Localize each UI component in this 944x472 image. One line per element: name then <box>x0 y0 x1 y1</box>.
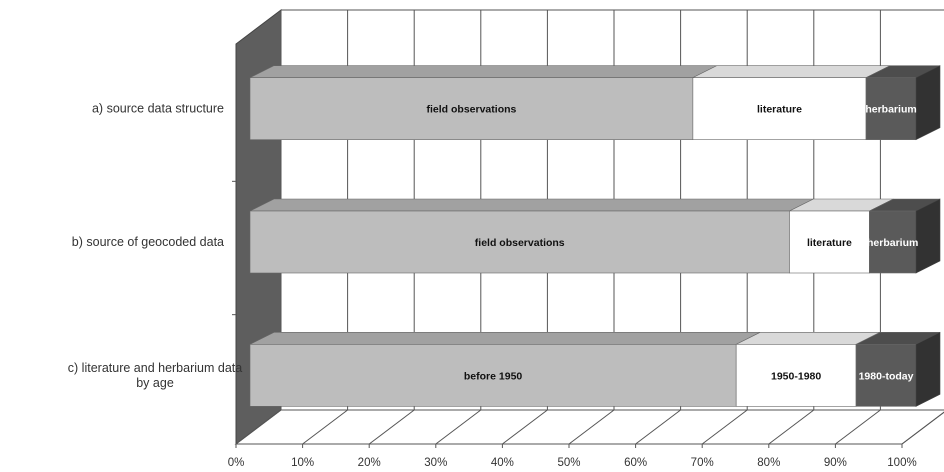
floor-gridline <box>435 409 482 445</box>
category-label: b) source of geocoded data <box>72 235 224 249</box>
bar-segment-top <box>692 65 891 78</box>
floor-gridline <box>635 409 681 445</box>
floor-gridline <box>568 409 615 445</box>
x-tick-label: 50% <box>557 457 580 469</box>
bar-segment-top <box>736 332 881 345</box>
bar-segment-label: literature <box>757 104 802 116</box>
y-axis-labels: a) source data structure b) source of geo… <box>68 102 242 390</box>
x-axis-ticks: 0% 10% 20% 30% 40% 50% 60% 70% 80% 90% 100% <box>228 444 917 469</box>
floor-gridline <box>768 409 815 445</box>
bar-segment <box>789 210 870 274</box>
x-tick-label: 0% <box>228 457 245 469</box>
bar-segment <box>249 210 790 274</box>
bar-end-face <box>915 198 941 274</box>
bar-group: field observations literature herbarium <box>249 198 941 274</box>
floor-gridline <box>835 409 881 445</box>
x-tick-label: 30% <box>424 457 447 469</box>
x-tick-label: 70% <box>691 457 714 469</box>
category-label: by age <box>136 376 174 390</box>
bar-segment <box>869 210 917 274</box>
x-tick-label: 60% <box>624 457 647 469</box>
bar-group: before 1950 1950-1980 1980-today <box>249 331 941 407</box>
floor-gridline <box>235 409 282 445</box>
bar-segment-label: field observations <box>475 237 565 249</box>
category-label: a) source data structure <box>92 102 224 116</box>
chart-floor <box>234 409 944 445</box>
bar-segment <box>692 77 867 140</box>
bar-segment-label: before 1950 <box>464 370 523 382</box>
bar-segment-label: field observations <box>427 104 517 116</box>
x-tick-label: 10% <box>291 457 314 469</box>
bar-group: field observations literature herbarium <box>249 65 941 141</box>
bar-segment-label: 1950-1980 <box>771 370 821 382</box>
floor-gridline <box>701 409 748 445</box>
x-tick-label: 90% <box>824 457 847 469</box>
floor-gridline <box>368 409 415 445</box>
x-tick-label: 80% <box>757 457 780 469</box>
floor-gridline <box>302 409 348 445</box>
x-tick-label: 40% <box>491 457 514 469</box>
bar-segment-top <box>249 198 814 212</box>
bar-segment <box>249 344 737 407</box>
floor-gridline <box>502 409 548 445</box>
bar-end-face <box>915 331 941 407</box>
bar-segment-top <box>249 65 718 78</box>
bar-segment <box>865 77 917 140</box>
x-tick-label: 100% <box>887 457 916 469</box>
floor-gridline <box>901 411 944 445</box>
chart-bars: field observations literature herbariumfie… <box>249 65 941 407</box>
bar-segment <box>855 344 917 407</box>
bar-segment-top <box>249 332 761 345</box>
bar-segment-label: herbarium <box>867 237 918 249</box>
x-tick-label: 20% <box>358 457 381 469</box>
bar-segment-label: 1980-today <box>859 370 914 382</box>
bar-segment-label: herbarium <box>865 104 916 116</box>
bar-end-face <box>915 65 941 141</box>
category-label: c) literature and herbarium data <box>68 361 242 375</box>
bar-segment-label: literature <box>807 237 852 249</box>
